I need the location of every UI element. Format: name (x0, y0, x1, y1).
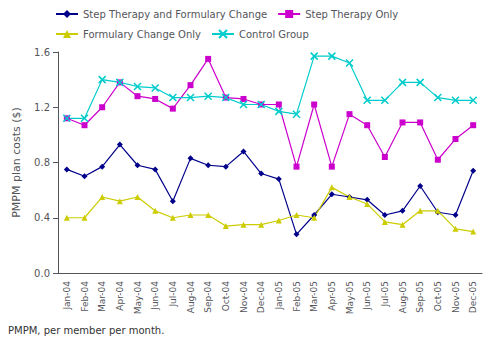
svg-text:Jan-04: Jan-04 (62, 281, 72, 311)
svg-text:Apr-04: Apr-04 (115, 281, 125, 311)
svg-text:Apr-05: Apr-05 (327, 281, 337, 311)
svg-text:Dec-04: Dec-04 (256, 281, 266, 313)
svg-text:Dec-05: Dec-05 (468, 281, 478, 313)
svg-text:Control Group: Control Group (239, 29, 309, 40)
svg-text:Mar-05: Mar-05 (309, 281, 319, 312)
svg-text:Oct-05: Oct-05 (433, 281, 443, 311)
svg-text:0.8: 0.8 (34, 157, 50, 168)
svg-text:Formulary Change Only: Formulary Change Only (83, 29, 201, 40)
svg-text:1.2: 1.2 (34, 102, 50, 113)
svg-text:Step Therapy Only: Step Therapy Only (305, 9, 398, 20)
svg-text:May-05: May-05 (345, 281, 355, 314)
svg-text:0.0: 0.0 (34, 268, 50, 279)
svg-text:Jul-04: Jul-04 (168, 281, 178, 308)
svg-text:PMPM plan costs ($): PMPM plan costs ($) (10, 107, 23, 218)
svg-text:Aug-05: Aug-05 (398, 281, 408, 313)
svg-text:Sep-05: Sep-05 (415, 281, 425, 313)
svg-text:1.6: 1.6 (34, 47, 50, 58)
svg-text:0.4: 0.4 (34, 212, 50, 223)
svg-text:Sep-04: Sep-04 (203, 281, 213, 313)
svg-text:Jan-05: Jan-05 (274, 281, 284, 311)
svg-text:Nov-04: Nov-04 (239, 281, 249, 313)
svg-text:Feb-05: Feb-05 (292, 281, 302, 312)
svg-text:Nov-05: Nov-05 (451, 281, 461, 313)
svg-text:Jul-05: Jul-05 (380, 281, 390, 308)
svg-text:Step Therapy and Formulary Cha: Step Therapy and Formulary Change (83, 9, 267, 20)
svg-text:Mar-04: Mar-04 (97, 281, 107, 312)
svg-text:Aug-04: Aug-04 (186, 281, 196, 314)
svg-text:Jun-05: Jun-05 (362, 281, 372, 311)
svg-text:May-04: May-04 (133, 281, 143, 314)
svg-text:PMPM, per member per month.: PMPM, per member per month. (8, 325, 164, 336)
svg-text:Feb-04: Feb-04 (80, 281, 90, 312)
svg-text:Jun-04: Jun-04 (150, 281, 160, 311)
svg-text:Oct-04: Oct-04 (221, 281, 231, 312)
